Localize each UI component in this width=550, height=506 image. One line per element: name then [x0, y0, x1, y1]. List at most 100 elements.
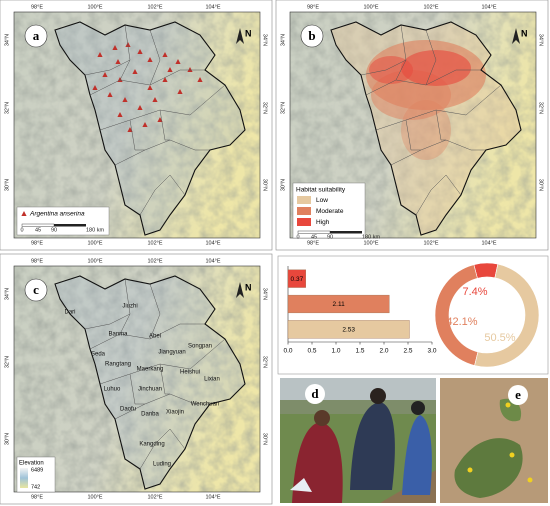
photo-plant [454, 438, 523, 498]
suitability-area [401, 100, 451, 160]
photo-person [350, 402, 395, 490]
donut-segment [474, 263, 540, 368]
longitude-label: 104°E [205, 240, 220, 246]
occurrence-point [122, 97, 128, 102]
photo-e: e [440, 378, 548, 503]
occurrence-point [137, 105, 143, 110]
x-tick-label: 1.5 [355, 348, 364, 355]
bar [287, 320, 410, 339]
occurrence-point [162, 77, 168, 82]
x-tick-label: 2.0 [379, 348, 388, 355]
longitude-label: 102°E [147, 494, 162, 500]
value-label: 0.37 [291, 276, 304, 283]
latitude-label: 30°N [538, 179, 544, 191]
occurrence-point [175, 59, 181, 64]
legend-max: 6489 [31, 467, 43, 473]
longitude-label: 102°E [423, 240, 438, 246]
map-area [14, 266, 260, 492]
occurrence-point [92, 85, 98, 90]
legend-swatch [297, 196, 311, 204]
legend-min: 742 [31, 484, 40, 490]
scale-label: 45 [35, 227, 41, 233]
occurrence-point [177, 89, 183, 94]
legend-title: Elevation [19, 461, 44, 467]
place-label: Abei [149, 334, 161, 340]
longitude-label: 98°E [31, 240, 43, 246]
longitude-label: 102°E [147, 4, 162, 10]
occurrence-point [112, 45, 118, 50]
value-label: 7.4% [462, 286, 487, 298]
place-label: Banma [108, 332, 128, 338]
map-panel-c: 98°E 98°E 100°E 100°E 102°E 102°E 104°E 104°E 34… [0, 253, 273, 505]
occurrence-point [147, 57, 153, 62]
x-tick-label: 0.5 [307, 348, 316, 355]
map-area [14, 12, 260, 238]
map-panel-a: 98°E 98°E 100°E 100°E 102°E 102°E 104°E 104°E 34… [0, 0, 273, 251]
latitude-label: 34°N [262, 34, 268, 46]
place-label: Rangtang [105, 362, 131, 368]
latitude-label: 30°N [4, 179, 10, 191]
suitability-area [401, 50, 471, 86]
place-label: Heishui [180, 370, 200, 376]
photo-flower [467, 467, 473, 473]
longitude-label: 100°E [87, 258, 102, 264]
latitude-label: 30°N [262, 179, 268, 191]
north-label: N [521, 28, 528, 38]
place-label: Jiuzhi [122, 304, 137, 310]
value-label: 2.53 [342, 327, 355, 334]
occurrence-point [102, 72, 108, 77]
latitude-label: 30°N [262, 433, 268, 445]
scale-label: 180 km [362, 234, 380, 240]
place-label: Kangding [139, 442, 164, 448]
longitude-label: 102°E [147, 258, 162, 264]
occurrence-point [127, 127, 133, 132]
scale-label: 45 [311, 234, 317, 240]
photo-person [314, 410, 330, 426]
latitude-label: 34°N [262, 288, 268, 300]
scale-bar [297, 230, 331, 234]
scale-bar [21, 223, 55, 227]
place-label: Seda [91, 352, 106, 358]
occurrence-point [157, 117, 163, 122]
value-label: 2.11 [333, 301, 346, 308]
occurrence-point [142, 122, 148, 127]
x-tick-label: 0.0 [283, 348, 292, 355]
place-label: Luding [153, 462, 171, 468]
chart-panel: 0.0 0.5 1.0 1.5 2.0 2.5 3.0 0.37 2.11 2.53 7.4% 42.… [277, 255, 549, 375]
bar [287, 269, 306, 288]
longitude-label: 98°E [31, 494, 43, 500]
latitude-label: 34°N [4, 34, 10, 46]
photo-person [411, 401, 425, 415]
photo-d: d [280, 378, 436, 503]
latitude-label: 34°N [538, 34, 544, 46]
occurrence-point [137, 49, 143, 54]
occurrence-point [147, 85, 153, 90]
scale-label: 0 [296, 234, 299, 240]
panel-label: d [311, 386, 319, 401]
bar [287, 294, 390, 314]
panel-label: c [33, 282, 39, 297]
place-label: Daofu [120, 407, 136, 413]
x-tick-label: 2.5 [403, 348, 412, 355]
place-label: Dari [64, 310, 75, 316]
legend-symbol [21, 211, 27, 216]
x-tick-label: 1.0 [331, 348, 340, 355]
legend-label: Low [316, 197, 328, 204]
panel-label-badge [300, 24, 324, 48]
occurrence-point [115, 59, 121, 64]
longitude-label: 104°E [205, 4, 220, 10]
longitude-label: 102°E [147, 240, 162, 246]
photo-flower [509, 452, 515, 458]
place-label: Maerkang [137, 367, 164, 373]
longitude-label: 104°E [481, 4, 496, 10]
elevation-ramp [20, 468, 28, 488]
latitude-label: 34°N [4, 288, 10, 300]
panel-label-badge [305, 384, 325, 404]
value-label: 50.5% [484, 332, 515, 344]
photo-bag [290, 478, 312, 492]
occurrence-point [132, 69, 138, 74]
latitude-label: 32°N [538, 102, 544, 114]
x-tick-label: 3.0 [427, 348, 436, 355]
donut-segment [473, 262, 499, 279]
occurrence-point [107, 92, 113, 97]
